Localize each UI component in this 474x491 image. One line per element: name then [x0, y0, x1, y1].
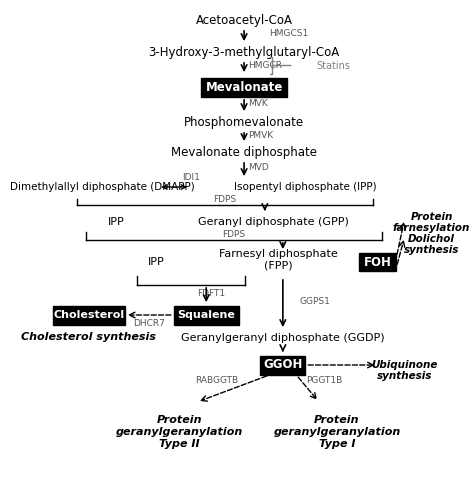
Text: Type I: Type I: [319, 439, 355, 449]
Text: 3-Hydroxy-3-methylglutaryl-CoA: 3-Hydroxy-3-methylglutaryl-CoA: [148, 46, 340, 58]
Text: HMGCS1: HMGCS1: [269, 28, 309, 37]
Text: Mevalonate diphosphate: Mevalonate diphosphate: [171, 145, 317, 159]
Text: DHCR7: DHCR7: [134, 320, 165, 328]
Text: Farnesyl diphosphate: Farnesyl diphosphate: [219, 249, 337, 259]
Text: RABGGTB: RABGGTB: [195, 376, 238, 385]
Text: IPP: IPP: [148, 257, 165, 267]
Text: Type II: Type II: [159, 439, 200, 449]
Text: Dolichol: Dolichol: [408, 234, 455, 244]
Text: Protein: Protein: [314, 415, 360, 425]
Text: Isopentyl diphosphate (IPP): Isopentyl diphosphate (IPP): [234, 182, 377, 192]
Text: GGOH: GGOH: [263, 358, 302, 372]
Text: FDPS: FDPS: [214, 194, 237, 203]
Text: Phosphomevalonate: Phosphomevalonate: [184, 115, 304, 129]
Text: Squalene: Squalene: [177, 310, 235, 320]
Text: Cholesterol: Cholesterol: [54, 310, 125, 320]
Text: PGGT1B: PGGT1B: [306, 376, 342, 385]
Text: FDPS: FDPS: [223, 229, 246, 239]
Text: MVK: MVK: [248, 99, 268, 108]
FancyBboxPatch shape: [201, 78, 287, 97]
Text: GGPS1: GGPS1: [299, 297, 330, 306]
Text: FDFT1: FDFT1: [197, 289, 225, 298]
Text: (FPP): (FPP): [264, 260, 292, 270]
Text: geranylgeranylation: geranylgeranylation: [273, 427, 401, 437]
FancyBboxPatch shape: [53, 305, 125, 325]
Text: Geranyl diphosphate (GPP): Geranyl diphosphate (GPP): [199, 217, 349, 227]
FancyBboxPatch shape: [260, 355, 305, 375]
Text: PMVK: PMVK: [248, 131, 273, 139]
Text: Acetoacetyl-CoA: Acetoacetyl-CoA: [196, 13, 292, 27]
Text: geranylgeranylation: geranylgeranylation: [116, 427, 243, 437]
Text: Geranylgeranyl diphosphate (GGDP): Geranylgeranyl diphosphate (GGDP): [181, 333, 385, 343]
Text: Dimethylallyl diphosphate (DMAPP): Dimethylallyl diphosphate (DMAPP): [10, 182, 195, 192]
Text: Protein: Protein: [410, 212, 453, 222]
Text: farnesylation: farnesylation: [393, 223, 470, 233]
Text: synthesis: synthesis: [377, 371, 432, 381]
FancyBboxPatch shape: [359, 253, 396, 271]
Text: HMGCR: HMGCR: [248, 61, 283, 70]
Text: synthesis: synthesis: [404, 245, 459, 255]
Text: MVD: MVD: [248, 163, 269, 172]
Text: IPP: IPP: [108, 217, 124, 227]
Text: Ubiquinone: Ubiquinone: [372, 360, 438, 370]
Text: IDI1: IDI1: [182, 172, 200, 182]
Text: Protein: Protein: [156, 415, 202, 425]
Text: Cholesterol synthesis: Cholesterol synthesis: [21, 332, 156, 342]
Text: FOH: FOH: [364, 255, 392, 269]
FancyBboxPatch shape: [174, 305, 239, 325]
Text: Mevalonate: Mevalonate: [205, 81, 283, 93]
Text: Statins: Statins: [316, 60, 350, 71]
